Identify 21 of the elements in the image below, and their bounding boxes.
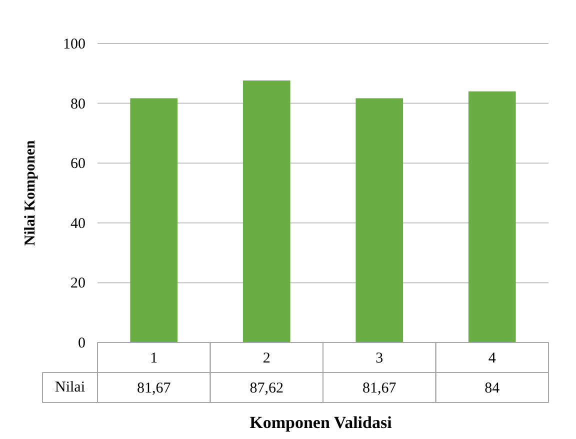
x-tick-label: 2 — [262, 350, 270, 366]
y-tick-label: 20 — [70, 276, 86, 292]
data-label: 81,67 — [362, 380, 397, 396]
bar — [356, 98, 404, 342]
y-tick-label: 0 — [78, 336, 86, 352]
x-axis-title: Komponen Validasi — [250, 413, 392, 432]
bar — [242, 80, 290, 342]
y-tick-label: 60 — [70, 156, 86, 172]
x-tick-label: 3 — [376, 350, 384, 366]
bar — [468, 91, 516, 342]
text: Nilai — [55, 380, 86, 396]
x-tick-label: 1 — [150, 350, 158, 366]
data-label: 84 — [484, 380, 500, 396]
y-axis-title: Nilai Komponen — [22, 140, 38, 246]
y-tick-label: 100 — [63, 36, 86, 52]
bar — [130, 98, 178, 342]
data-label: 87,62 — [250, 380, 284, 396]
data-label: 81,67 — [137, 380, 172, 396]
y-tick-label: 80 — [70, 96, 86, 112]
y-tick-label: 40 — [70, 216, 86, 232]
x-tick-label: 4 — [488, 350, 496, 366]
